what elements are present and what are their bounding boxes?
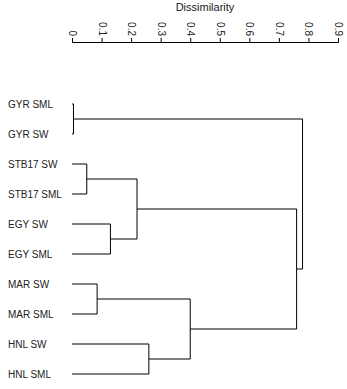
tick-label: 0.9 bbox=[333, 22, 344, 36]
x-axis: 0 0.1 0.2 0.3 0.4 0.5 0.6 0.7 0.8 0.9 bbox=[67, 22, 344, 42]
merge-link bbox=[87, 179, 137, 239]
tick-label: 0.5 bbox=[215, 22, 226, 36]
leaf-label: HNL SML bbox=[8, 369, 51, 380]
tick-label: 0.2 bbox=[126, 22, 137, 36]
tick: 0.1 bbox=[97, 22, 108, 42]
tick-mark bbox=[161, 38, 162, 42]
tick-label: 0.7 bbox=[274, 22, 285, 36]
leaf-label: GYR SW bbox=[8, 129, 49, 140]
merge-link bbox=[72, 104, 73, 134]
chart: Dissimilarity 0 0.1 0.2 0.3 0.4 0.5 0.6 0.7 0.8 0.… bbox=[0, 0, 347, 389]
leaf-label: HNL SW bbox=[8, 339, 47, 350]
tick: 0.6 bbox=[244, 22, 255, 42]
leaf-label: EGY SW bbox=[8, 219, 48, 230]
merge-link bbox=[72, 284, 97, 314]
tick-mark bbox=[190, 38, 191, 42]
tick: 0.3 bbox=[156, 22, 167, 42]
merge-link bbox=[72, 164, 87, 194]
axis-line bbox=[73, 38, 339, 43]
tick: 0.9 bbox=[333, 22, 344, 42]
axis-title: Dissimilarity bbox=[176, 1, 235, 13]
merge-link bbox=[72, 224, 110, 254]
tick-mark bbox=[249, 38, 250, 42]
leaf-label: MAR SW bbox=[8, 279, 50, 290]
leaf-label: MAR SML bbox=[8, 309, 54, 320]
tick: 0.7 bbox=[274, 22, 285, 42]
tick: 0 bbox=[67, 30, 78, 42]
dendrogram-links bbox=[72, 104, 303, 374]
merge-link bbox=[97, 299, 190, 359]
tick-mark bbox=[220, 38, 221, 42]
tick-mark bbox=[308, 38, 309, 42]
tick-mark bbox=[131, 38, 132, 42]
leaf-label: GYR SML bbox=[8, 99, 53, 110]
tick-mark bbox=[72, 38, 73, 42]
tick-mark bbox=[102, 38, 103, 42]
leaf-label: EGY SML bbox=[8, 249, 53, 260]
tick: 0.8 bbox=[303, 22, 314, 42]
merge-link bbox=[137, 209, 297, 329]
leaf-label: STB17 SW bbox=[8, 159, 58, 170]
tick-label: 0.3 bbox=[156, 22, 167, 36]
merge-link bbox=[72, 344, 149, 374]
tick-label: 0.6 bbox=[244, 22, 255, 36]
tick: 0.5 bbox=[215, 22, 226, 42]
tick: 0.4 bbox=[185, 22, 196, 42]
leaf-label: STB17 SML bbox=[8, 189, 62, 200]
tick-label: 0 bbox=[67, 30, 78, 36]
tick-mark bbox=[338, 38, 339, 42]
tick: 0.2 bbox=[126, 22, 137, 42]
tick-mark bbox=[279, 38, 280, 42]
merge-link bbox=[73, 119, 302, 269]
tick-label: 0.8 bbox=[303, 22, 314, 36]
tick-label: 0.1 bbox=[97, 22, 108, 36]
tick-label: 0.4 bbox=[185, 22, 196, 36]
